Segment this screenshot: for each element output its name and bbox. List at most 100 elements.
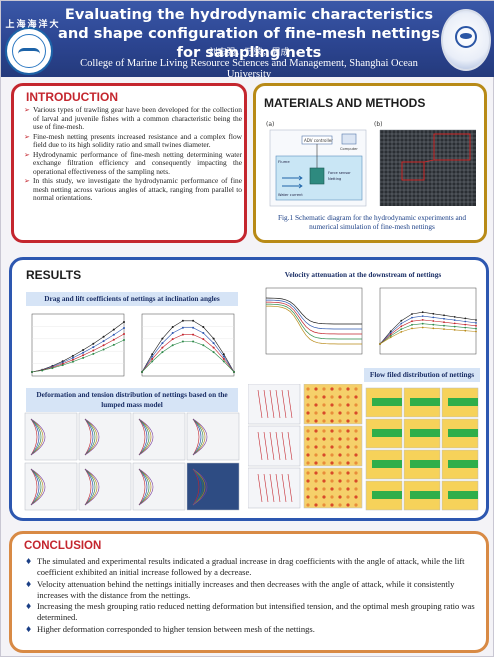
tension-node	[314, 495, 318, 499]
zoom-inset	[433, 133, 471, 161]
tension-node	[330, 479, 334, 483]
deformation-subtitle: Deformation and tension distribution of …	[26, 388, 238, 412]
conclusion-bullet: Velocity attenuation behind the nettings…	[24, 579, 480, 601]
tension-line	[287, 473, 293, 503]
tension-node	[354, 403, 358, 407]
velocity-attenuation-charts	[265, 287, 477, 355]
tension-node	[330, 437, 334, 441]
conclusion-bullet: Increasing the mesh grouping ratio reduc…	[24, 601, 480, 623]
deformation-curve	[192, 418, 208, 456]
deformation-curve	[192, 418, 204, 456]
conclusion-list: The simulated and experimental results i…	[24, 556, 480, 635]
deformation-curve	[84, 468, 92, 506]
deformation-curve	[138, 418, 152, 456]
tension-node	[354, 445, 358, 449]
flow-wake-band	[448, 398, 478, 406]
drag-coefficient-chart	[31, 313, 125, 377]
tension-node	[338, 445, 342, 449]
tension-node	[322, 503, 326, 507]
tension-node	[322, 419, 326, 423]
deformation-curve	[138, 418, 146, 456]
deformation-curve	[30, 468, 40, 506]
velocity-subtitle: Velocity attenuation at the downstream o…	[252, 268, 474, 282]
tension-node	[330, 495, 334, 499]
tension-node	[330, 445, 334, 449]
tension-node	[306, 503, 310, 507]
tension-distribution-panels	[248, 384, 363, 509]
flow-wake-band	[410, 491, 440, 499]
deformation-curve	[30, 468, 42, 506]
deformation-curve	[192, 468, 200, 506]
tension-node	[354, 429, 358, 433]
tension-node	[330, 471, 334, 475]
tension-node	[346, 479, 350, 483]
tension-node	[314, 445, 318, 449]
introduction-title: INTRODUCTION	[26, 90, 118, 104]
fish-icon	[460, 33, 472, 39]
tension-line	[275, 389, 281, 419]
flow-wake-band	[410, 429, 440, 437]
tension-node	[354, 479, 358, 483]
tension-node	[346, 445, 350, 449]
tension-node	[306, 437, 310, 441]
deformation-curve	[30, 418, 40, 456]
tension-node	[354, 487, 358, 491]
tension-line	[269, 389, 275, 419]
deformation-curve	[192, 468, 206, 506]
tension-node	[322, 471, 326, 475]
tension-node	[354, 419, 358, 423]
flow-wake-band	[410, 460, 440, 468]
tension-node	[338, 429, 342, 433]
lift-series-line	[141, 334, 235, 373]
tension-node	[338, 403, 342, 407]
introduction-bullet: In this study, we investigate the hydrod…	[24, 176, 242, 203]
tension-node	[314, 395, 318, 399]
tension-node	[322, 395, 326, 399]
velocity-chart-left	[265, 287, 363, 355]
tension-node	[346, 461, 350, 465]
tension-node	[330, 395, 334, 399]
tension-node	[322, 461, 326, 465]
tension-node	[330, 429, 334, 433]
zoom-line	[423, 159, 435, 163]
tension-node	[314, 411, 318, 415]
velocity-right-marker	[475, 319, 477, 321]
velocity-left-series	[265, 297, 362, 325]
deformation-curve	[84, 468, 94, 506]
tension-node	[354, 411, 358, 415]
tension-node	[338, 437, 342, 441]
tension-node	[306, 495, 310, 499]
tension-node	[314, 387, 318, 391]
tension-node	[346, 395, 350, 399]
tension-node	[322, 429, 326, 433]
tension-node	[338, 419, 342, 423]
tension-node	[322, 479, 326, 483]
tension-node	[330, 387, 334, 391]
tension-node	[314, 403, 318, 407]
deformation-curve	[30, 468, 46, 506]
deformation-curve	[84, 418, 98, 456]
tension-line	[257, 431, 263, 461]
tension-line	[281, 473, 287, 503]
tension-node	[346, 411, 350, 415]
tension-node	[314, 479, 318, 483]
tension-node	[322, 445, 326, 449]
tension-line	[287, 389, 293, 419]
deformation-curve	[138, 468, 150, 506]
tension-node	[314, 471, 318, 475]
lift-series-line	[141, 320, 235, 373]
tension-node	[346, 437, 350, 441]
tension-node	[346, 453, 350, 457]
velocity-right-marker	[475, 322, 477, 324]
tension-line	[269, 431, 275, 461]
emblem-logo	[441, 9, 491, 71]
tension-node	[322, 495, 326, 499]
lift-series-line	[141, 341, 235, 373]
panel-a-label: (a)	[266, 121, 274, 128]
flow-wake-band	[448, 491, 478, 499]
tension-node	[314, 487, 318, 491]
tension-node	[306, 479, 310, 483]
deformation-curve	[30, 418, 42, 456]
tension-line	[281, 389, 287, 419]
tension-node	[354, 461, 358, 465]
